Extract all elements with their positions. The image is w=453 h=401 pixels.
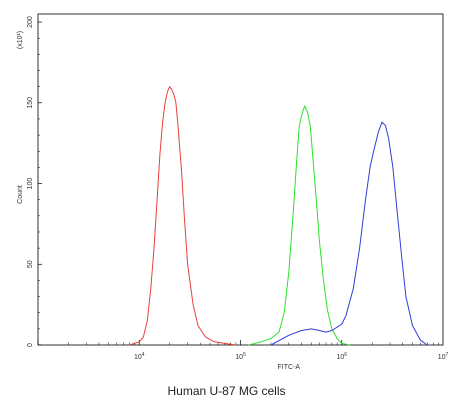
chart-title: Human U-87 MG cells bbox=[167, 384, 286, 398]
y-axis-multiplier-label: (x10¹) bbox=[17, 31, 24, 49]
x-axis-label: FITC-A bbox=[278, 364, 301, 371]
x-axis-ticks: 104 105 106 107 bbox=[37, 340, 449, 361]
histogram-curve-3 bbox=[270, 121, 428, 346]
x-tick-label: 105 bbox=[235, 352, 246, 361]
x-tick-label: 104 bbox=[134, 352, 145, 361]
y-tick-label: 100 bbox=[27, 178, 34, 190]
y-tick-label: 150 bbox=[27, 97, 34, 109]
y-tick-label: 50 bbox=[27, 260, 34, 268]
x-tick-label: 107 bbox=[438, 352, 449, 361]
flow-cytometry-histogram: 0 50 100 150 200 104 105 106 107 Count (x10¹) F… bbox=[17, 13, 449, 371]
y-axis-label: Count bbox=[17, 185, 24, 204]
histogram-curve-2 bbox=[248, 105, 350, 346]
y-tick-label: 200 bbox=[27, 16, 34, 28]
histogram-curve-1 bbox=[129, 86, 236, 346]
x-tick-label: 106 bbox=[336, 352, 347, 361]
y-tick-label: 0 bbox=[27, 343, 34, 347]
plot-frame bbox=[37, 13, 444, 346]
y-axis-ticks: 0 50 100 150 200 bbox=[27, 16, 42, 347]
histogram-series bbox=[129, 86, 428, 346]
